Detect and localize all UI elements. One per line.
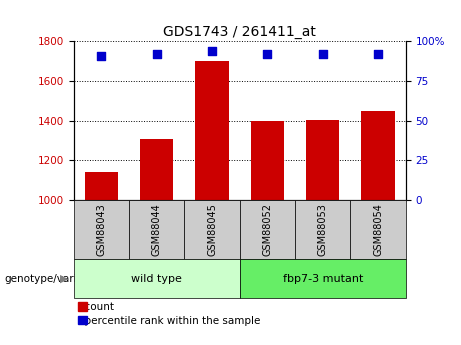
Point — [374, 51, 382, 57]
Point — [153, 51, 160, 57]
Title: GDS1743 / 261411_at: GDS1743 / 261411_at — [163, 25, 316, 39]
Text: percentile rank within the sample: percentile rank within the sample — [78, 316, 261, 326]
Text: GSM88054: GSM88054 — [373, 203, 383, 256]
Text: count: count — [78, 302, 114, 312]
Bar — [140, 139, 173, 200]
Point — [319, 51, 326, 57]
Text: GSM88053: GSM88053 — [318, 203, 328, 256]
Text: GSM88045: GSM88045 — [207, 203, 217, 256]
Text: GSM88052: GSM88052 — [262, 203, 272, 256]
Point — [98, 53, 105, 58]
Bar — [195, 61, 229, 200]
Text: ▶: ▶ — [60, 274, 69, 284]
Bar — [306, 120, 339, 200]
Bar — [251, 121, 284, 200]
Text: GSM88043: GSM88043 — [96, 203, 106, 256]
Point — [264, 51, 271, 57]
Text: genotype/variation: genotype/variation — [5, 274, 104, 284]
Text: wild type: wild type — [131, 274, 182, 284]
Point — [208, 48, 216, 54]
Bar — [85, 172, 118, 200]
Bar — [361, 111, 395, 200]
Text: GSM88044: GSM88044 — [152, 203, 162, 256]
Text: fbp7-3 mutant: fbp7-3 mutant — [283, 274, 363, 284]
